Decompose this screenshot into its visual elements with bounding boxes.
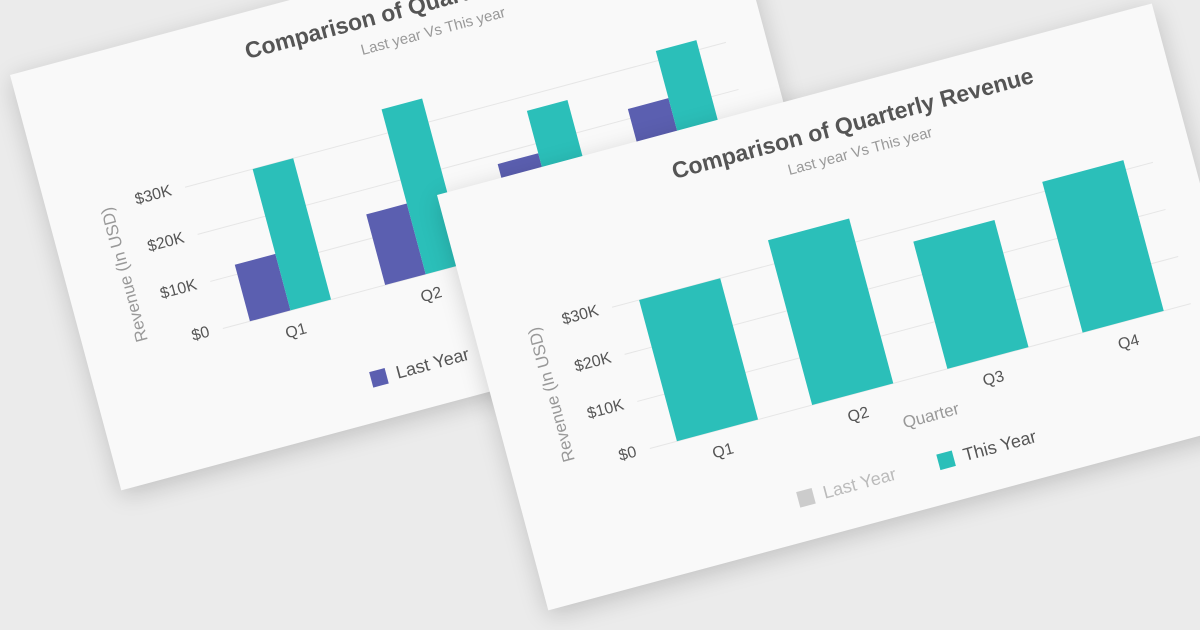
y-tick-label: $30K: [560, 302, 601, 328]
x-tick-label: Q3: [981, 368, 1006, 390]
y-tick-label: $10K: [158, 277, 199, 303]
legend-label: This Year: [961, 426, 1039, 465]
x-tick-label: Q2: [846, 404, 871, 426]
bar: [1042, 160, 1164, 333]
y-tick-label: $20K: [573, 349, 614, 375]
y-tick-label: $30K: [133, 182, 174, 208]
bar: [366, 203, 426, 286]
bar: [234, 253, 291, 322]
y-tick-label: $20K: [146, 229, 187, 255]
legend-swatch: [936, 450, 956, 471]
legend-swatch: [369, 368, 389, 388]
y-axis-title: Revenue (In USD): [97, 205, 151, 344]
bar: [252, 158, 332, 311]
y-tick-label: $10K: [585, 397, 626, 423]
legend-swatch: [796, 488, 816, 508]
x-tick-label: Q1: [284, 320, 309, 342]
legend-label: Last Year: [394, 344, 472, 383]
x-tick-label: Q4: [1116, 332, 1141, 354]
x-axis-title: Quarter: [901, 399, 962, 432]
x-tick-label: Q2: [419, 284, 444, 306]
y-tick-label: $0: [190, 324, 212, 345]
bar: [913, 219, 1029, 369]
bar: [381, 98, 467, 275]
bar: [767, 218, 894, 406]
y-tick-label: $0: [617, 444, 639, 465]
legend-label: Last Year: [821, 464, 899, 503]
bar: [639, 278, 759, 442]
x-tick-label: Q1: [711, 440, 736, 462]
y-axis-title: Revenue (In USD): [524, 325, 578, 464]
